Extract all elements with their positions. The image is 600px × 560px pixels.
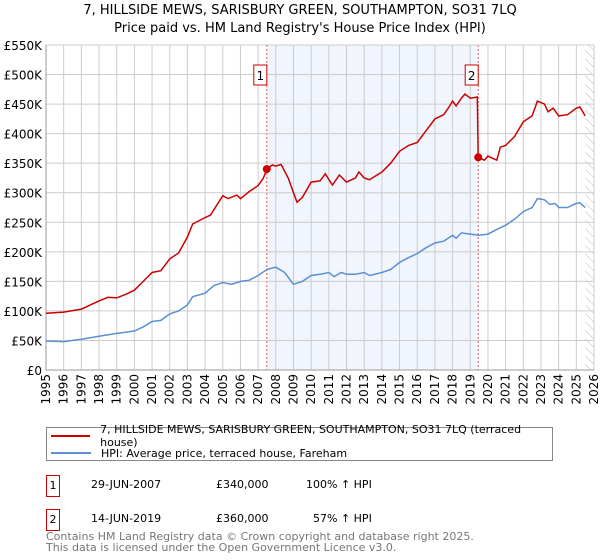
transaction-hpi: 57% ↑ HPI [313, 512, 372, 525]
marker-label: 1 [256, 69, 264, 83]
hatched-future-region [585, 45, 594, 370]
sale-point-2 [474, 153, 483, 162]
legend-label: 7, HILLSIDE MEWS, SARISBURY GREEN, SOUTH… [100, 423, 522, 449]
x-tick-label: 1995 [39, 374, 53, 405]
x-tick-label: 2002 [163, 374, 177, 405]
x-tick-label: 2023 [534, 374, 548, 405]
y-tick-label: £250K [4, 216, 44, 230]
x-tick-label: 2017 [428, 374, 442, 405]
x-tick-label: 2013 [357, 374, 371, 405]
y-tick-label: £350K [4, 157, 44, 171]
marker-box-1 [253, 64, 268, 86]
x-tick-label: 2026 [587, 374, 600, 405]
series-line-property [45, 92, 586, 315]
x-tick-label: 2020 [481, 374, 495, 405]
x-tick-label: 2007 [251, 374, 265, 405]
marker-label: 2 [468, 69, 476, 83]
legend-swatch-blue [51, 452, 91, 454]
x-tick-label: 2009 [286, 374, 300, 405]
y-tick-label: £450K [4, 98, 44, 112]
x-tick-label: 2003 [180, 374, 194, 405]
transaction-number: 2 [46, 509, 60, 531]
transaction-date: 29-JUN-2007 [91, 478, 162, 491]
y-tick-label: £300K [4, 187, 44, 201]
chart-subtitle: Price paid vs. HM Land Registry's House … [114, 21, 486, 36]
legend-item-property: 7, HILLSIDE MEWS, SARISBURY GREEN, SOUTH… [51, 423, 552, 449]
y-tick-label: £550K [4, 39, 44, 53]
x-tick-label: 2004 [198, 374, 212, 405]
chart-title: 7, HILLSIDE MEWS, SARISBURY GREEN, SOUTH… [83, 3, 517, 18]
x-tick-label: 2010 [304, 374, 318, 405]
x-tick-label: 2016 [410, 374, 424, 405]
y-tick-label: £500K [4, 69, 44, 83]
transaction-date: 14-JUN-2019 [91, 512, 162, 525]
x-tick-label: 2000 [127, 374, 141, 405]
transaction-price: £360,000 [216, 512, 269, 525]
x-tick-label: 2011 [322, 374, 336, 405]
x-tick-label: 1999 [110, 374, 124, 405]
y-tick-label: £400K [4, 128, 44, 142]
footer-line: Contains HM Land Registry data © Crown c… [46, 530, 474, 543]
marker-box-2 [464, 64, 479, 86]
y-tick-label: £50K [11, 334, 43, 348]
shaded-ownership-period [266, 45, 479, 370]
y-tick-label: £100K [4, 305, 44, 319]
transaction-hpi: 100% ↑ HPI [306, 478, 372, 491]
footer: Contains HM Land Registry data © Crown c… [46, 531, 474, 553]
footer-line: This data is licensed under the Open Gov… [46, 541, 397, 554]
sale-point-1 [262, 165, 271, 174]
plot-area: £0 £50K £100K £150K £200K £250K £300K £350K £400… [4, 39, 600, 405]
x-tick-label: 2021 [499, 374, 513, 405]
legend-item-hpi: HPI: Average price, terraced house, Fare… [51, 445, 347, 461]
x-tick-label: 2008 [269, 374, 283, 405]
x-tick-label: 2014 [375, 374, 389, 405]
x-tick-label: 2025 [569, 374, 583, 405]
x-tick-label: 2006 [233, 374, 247, 405]
y-tick-label: £150K [4, 275, 44, 289]
x-tick-label: 2015 [393, 374, 407, 405]
x-tick-label: 2018 [446, 374, 460, 405]
transaction-number: 1 [46, 475, 60, 497]
legend-swatch-red [51, 435, 91, 437]
x-tick-label: 2001 [145, 374, 159, 405]
x-tick-label: 1997 [74, 374, 88, 405]
x-tick-label: 2005 [216, 374, 230, 405]
x-tick-label: 2022 [516, 374, 530, 405]
y-tick-label: £0 [27, 364, 42, 378]
legend-label: HPI: Average price, terraced house, Fare… [101, 446, 348, 460]
x-tick-label: 2012 [340, 374, 354, 405]
x-tick-label: 2019 [463, 374, 477, 405]
x-tick-label: 1996 [57, 374, 71, 405]
transaction-price: £340,000 [216, 478, 269, 491]
x-tick-label: 1998 [92, 374, 106, 405]
series-line-hpi [45, 197, 586, 343]
x-tick-label: 2024 [552, 374, 566, 405]
legend: 7, HILLSIDE MEWS, SARISBURY GREEN, SOUTH… [46, 423, 553, 461]
y-tick-label: £200K [4, 246, 44, 260]
